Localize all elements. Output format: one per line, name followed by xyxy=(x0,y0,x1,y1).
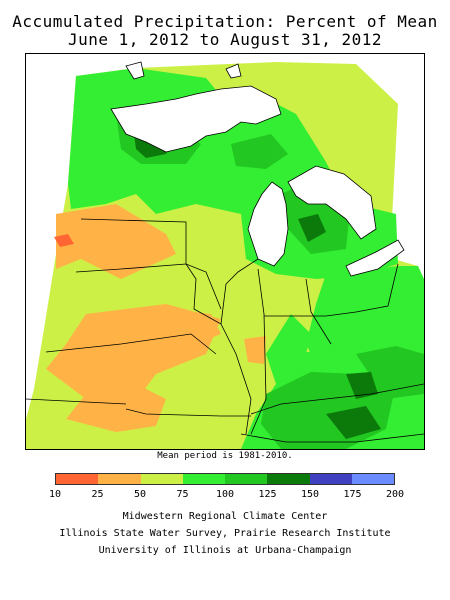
zone-medgreen-wv xyxy=(356,346,424,399)
zone-green-ohio xyxy=(266,314,311,384)
zone-orange-in xyxy=(244,336,266,364)
legend-swatch-50-75 xyxy=(140,474,183,484)
map-title-line-2: June 1, 2012 to August 31, 2012 xyxy=(67,30,383,49)
legend-swatch-100-125 xyxy=(225,474,268,484)
legend-swatch-125-150 xyxy=(267,474,310,484)
lake-erie xyxy=(345,239,405,277)
zone-darkgreen-4 xyxy=(326,406,381,439)
legend-tick-label: 150 xyxy=(300,489,320,500)
precipitation-map xyxy=(25,53,425,450)
zone-orange-south xyxy=(66,384,166,432)
legend-tick-label: 125 xyxy=(258,489,277,500)
lake-superior xyxy=(110,85,282,153)
legend-tick-label: 200 xyxy=(385,489,405,500)
legend-swatch-175-200 xyxy=(351,474,394,484)
zone-medgreen-upmi xyxy=(231,134,288,169)
legend-swatch-10-25 xyxy=(56,474,99,484)
credit-isws: Illinois State Water Survey, Prairie Res… xyxy=(59,528,391,539)
legend-swatch-25-50 xyxy=(98,474,141,484)
credit-mrcc: Midwestern Regional Climate Center xyxy=(122,511,328,522)
legend-tick-label: 10 xyxy=(48,489,62,500)
mean-period-note: Mean period is 1981-2010. xyxy=(157,451,293,461)
zone-red-spot xyxy=(54,234,74,247)
legend-tick-label: 25 xyxy=(91,489,104,500)
legend-tick-label: 175 xyxy=(343,489,362,500)
credit-uiuc: University of Illinois at Urbana-Champai… xyxy=(98,545,352,556)
color-legend xyxy=(55,473,395,485)
legend-tick-label: 75 xyxy=(176,489,189,500)
map-title-line-1: Accumulated Precipitation: Percent of Me… xyxy=(12,12,438,31)
legend-tick-label: 50 xyxy=(133,489,147,500)
map-svg xyxy=(26,54,424,449)
lake-huron xyxy=(287,165,377,240)
legend-swatch-150-175 xyxy=(309,474,352,484)
zone-orange-mn xyxy=(56,204,176,279)
legend-tick-label: 100 xyxy=(215,489,235,500)
zone-darkgreen-2 xyxy=(298,214,326,242)
zone-darkgreen-3 xyxy=(346,372,378,399)
lake-michigan xyxy=(247,181,289,267)
legend-swatch-75-100 xyxy=(182,474,225,484)
